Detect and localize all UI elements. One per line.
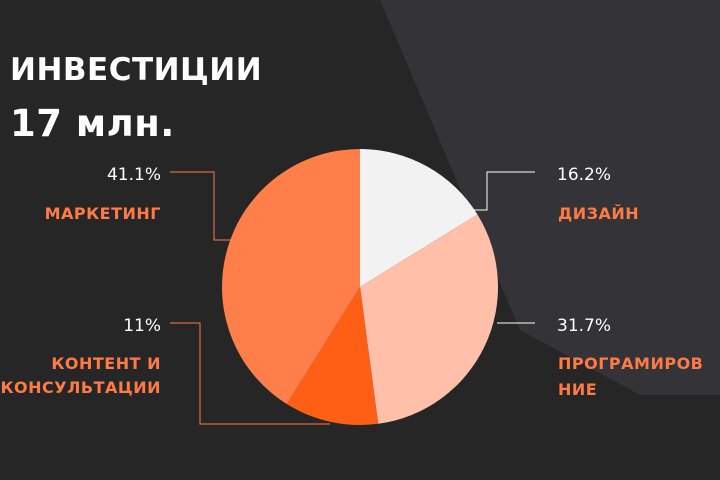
category-label-content-line1: КОНТЕНТ И	[51, 354, 161, 373]
leader-line-content	[170, 322, 330, 425]
leader-line-marketing	[170, 171, 232, 241]
background-gray-panel	[380, 0, 720, 395]
title-line-1: ИНВЕСТИЦИИ	[10, 52, 263, 88]
pct-label-programming: 31.7%	[557, 316, 611, 336]
title-line-2: 17 млн.	[10, 102, 175, 145]
pie-slice-content	[286, 287, 379, 426]
pct-label-design: 16.2%	[557, 165, 611, 185]
category-label-design: ДИЗАЙН	[558, 204, 639, 223]
category-label-content-line2: КОНСУЛЬТАЦИИ	[0, 378, 161, 397]
category-label-programming-line2: НИЕ	[558, 380, 597, 399]
pie-slices	[221, 149, 499, 426]
pct-label-content: 11%	[123, 316, 161, 336]
pct-label-marketing: 41.1%	[107, 165, 161, 185]
leader-line-design	[472, 171, 535, 211]
pie-slice-marketing	[221, 149, 360, 404]
pie-slice-design	[360, 149, 478, 287]
pie-slice-programming	[360, 214, 499, 424]
category-label-marketing: МАРКЕТИНГ	[45, 204, 161, 223]
category-label-programming-line1: ПРОГРАМИРОВ	[558, 354, 703, 373]
